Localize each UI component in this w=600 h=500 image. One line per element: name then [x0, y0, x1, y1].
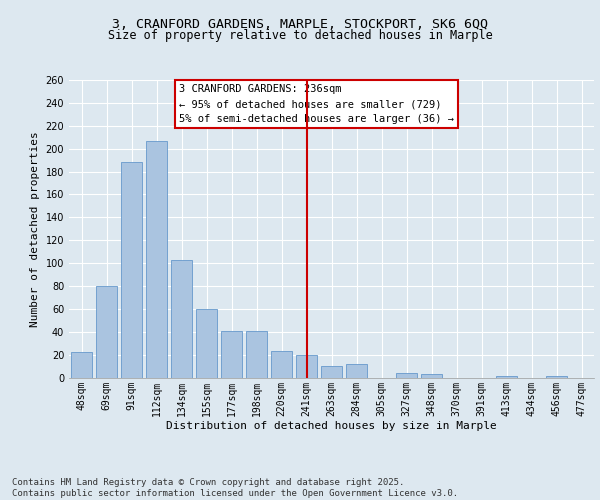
Bar [496, 376, 517, 378]
Text: Size of property relative to detached houses in Marple: Size of property relative to detached ho… [107, 29, 493, 42]
Bar [96, 286, 117, 378]
Text: Contains HM Land Registry data © Crown copyright and database right 2025.
Contai: Contains HM Land Registry data © Crown c… [12, 478, 458, 498]
Bar [546, 376, 567, 378]
Y-axis label: Number of detached properties: Number of detached properties [30, 131, 40, 326]
Bar [321, 366, 342, 378]
X-axis label: Distribution of detached houses by size in Marple: Distribution of detached houses by size … [166, 421, 497, 431]
Bar [346, 364, 367, 378]
Bar [196, 309, 217, 378]
Text: 3 CRANFORD GARDENS: 236sqm
← 95% of detached houses are smaller (729)
5% of semi: 3 CRANFORD GARDENS: 236sqm ← 95% of deta… [179, 84, 454, 124]
Text: 3, CRANFORD GARDENS, MARPLE, STOCKPORT, SK6 6QQ: 3, CRANFORD GARDENS, MARPLE, STOCKPORT, … [112, 18, 488, 30]
Bar [246, 330, 267, 378]
Bar [146, 140, 167, 378]
Bar [271, 351, 292, 378]
Bar [121, 162, 142, 378]
Bar [171, 260, 192, 378]
Bar [421, 374, 442, 378]
Bar [221, 330, 242, 378]
Bar [71, 352, 92, 378]
Bar [396, 373, 417, 378]
Bar [296, 354, 317, 378]
